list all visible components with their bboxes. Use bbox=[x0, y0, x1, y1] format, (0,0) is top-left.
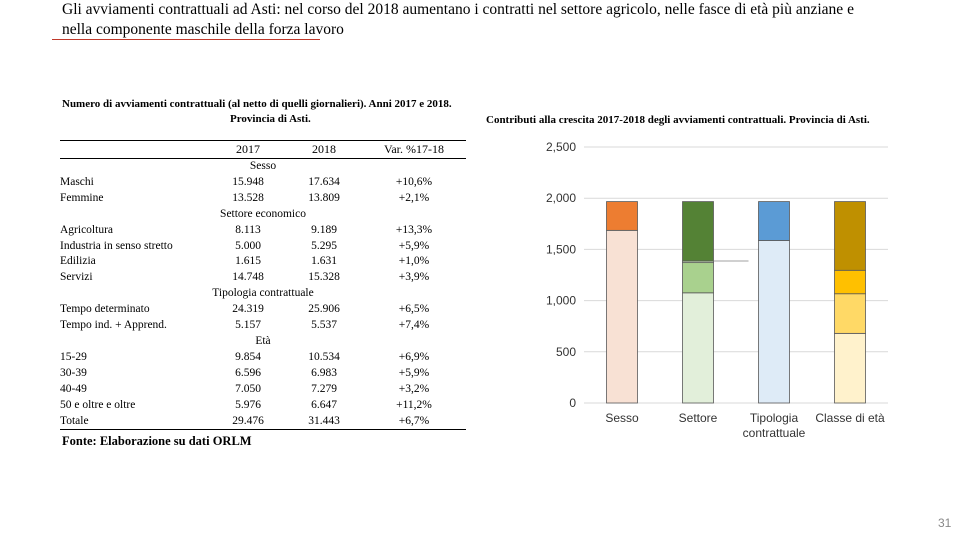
table-group-header: Sesso bbox=[249, 160, 277, 172]
bar-segment bbox=[834, 293, 866, 334]
table-row: Edilizia 1.615 1.631 +1,0% bbox=[60, 255, 430, 268]
bar-segment bbox=[834, 269, 866, 295]
stacked-bar-chart: 0 500 1,000 1,500 2,000 2,500 Sesso Settore Tipo… bbox=[546, 140, 888, 440]
table-group-header: Tipologia contrattuale bbox=[212, 287, 314, 300]
table-row: Tempo ind. + Apprend. 5.157 5.537 +7,4% bbox=[60, 319, 430, 332]
x-tick-label: Settore bbox=[679, 411, 718, 425]
y-tick-label: 0 bbox=[569, 396, 576, 410]
table-header-label bbox=[60, 141, 210, 159]
slide-title: Gli avviamenti contrattuali ad Asti: nel… bbox=[62, 1, 854, 38]
table-header-var: Var. %17-18 bbox=[384, 141, 444, 156]
table-row: Maschi 15.948 17.634 +10,6% bbox=[60, 175, 433, 188]
x-tick-label: Tipologia contrattuale bbox=[743, 411, 806, 440]
bar-segment bbox=[758, 201, 790, 241]
page-number: 31 bbox=[938, 516, 952, 530]
table-row: 30-39 6.596 6.983 +5,9% bbox=[60, 366, 430, 379]
table-caption-line1: Numero di avviamenti contrattuali (al ne… bbox=[62, 98, 452, 110]
bar-segment bbox=[606, 201, 638, 231]
bar-segment bbox=[834, 332, 866, 404]
bar-segment bbox=[758, 240, 790, 404]
bar-segment bbox=[834, 201, 866, 271]
bar-segment bbox=[682, 201, 714, 262]
y-tick-label: 500 bbox=[556, 345, 576, 359]
table-row: Femmine 13.528 13.809 +2,1% bbox=[60, 191, 430, 204]
y-tick-label: 1,500 bbox=[546, 242, 576, 256]
bar-segment bbox=[682, 292, 714, 404]
table-caption-line2: Provincia di Asti. bbox=[230, 113, 311, 125]
x-tick-label: Sesso bbox=[605, 411, 639, 425]
y-tick-label: 2,000 bbox=[546, 191, 576, 205]
table-total-row: Totale 29.476 31.443 +6,7% bbox=[60, 414, 466, 430]
table-row: Servizi 14.748 15.328 +3,9% bbox=[60, 271, 430, 284]
table-header-2018: 2018 bbox=[312, 141, 336, 156]
source-note: Fonte: Elaborazione su dati ORLM bbox=[62, 434, 252, 448]
table-group-header: Settore economico bbox=[220, 207, 306, 220]
table-row: 40-49 7.050 7.279 +3,2% bbox=[60, 382, 430, 395]
table-row: 15-29 9.854 10.534 +6,9% bbox=[60, 350, 430, 363]
chart-caption: Contributi alla crescita 2017-2018 degli… bbox=[486, 114, 870, 126]
table-row: Industria in senso stretto 5.000 5.295 +… bbox=[60, 239, 430, 252]
table-group-header: Età bbox=[255, 334, 271, 347]
table-header-row: 2017 2018 Var. %17-18 bbox=[60, 140, 466, 159]
title-underline bbox=[52, 39, 320, 40]
table-header-2017: 2017 bbox=[236, 141, 260, 156]
y-tick-label: 1,000 bbox=[546, 294, 576, 308]
bar-segment bbox=[606, 229, 638, 404]
x-tick-label: Classe di età bbox=[815, 411, 885, 425]
avviamenti-table: 2017 2018 Var. %17-18 Sesso Maschi 15.94… bbox=[60, 140, 466, 430]
y-tick-label: 2,500 bbox=[546, 140, 576, 154]
bar-segment bbox=[682, 262, 714, 294]
table-caption: Numero di avviamenti contrattuali (al ne… bbox=[62, 97, 502, 127]
table-row: Tempo determinato 24.319 25.906 +6,5% bbox=[60, 303, 430, 316]
table-row: Agricoltura 8.113 9.189 +13,3% bbox=[60, 223, 433, 236]
table-row: 50 e oltre e oltre 5.976 6.647 +11,2% bbox=[60, 398, 432, 411]
